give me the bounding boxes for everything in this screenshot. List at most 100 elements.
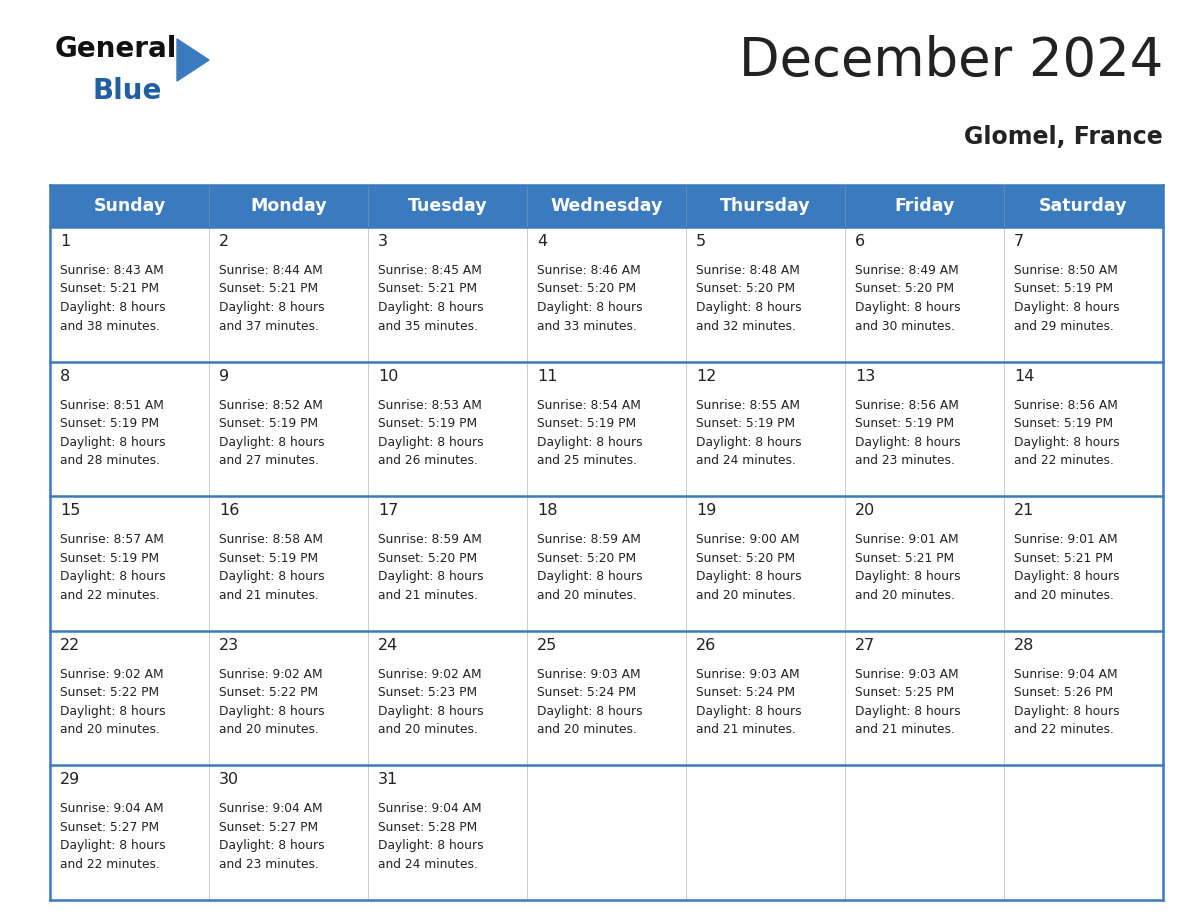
Text: Sunrise: 9:04 AM: Sunrise: 9:04 AM (61, 802, 164, 815)
Text: Daylight: 8 hours: Daylight: 8 hours (378, 705, 484, 718)
Text: and 23 minutes.: and 23 minutes. (855, 454, 955, 467)
Text: Sunset: 5:21 PM: Sunset: 5:21 PM (61, 283, 159, 296)
Text: and 32 minutes.: and 32 minutes. (696, 319, 796, 332)
Text: Sunset: 5:21 PM: Sunset: 5:21 PM (219, 283, 318, 296)
Text: 19: 19 (696, 503, 716, 518)
Bar (50, 185, 1163, 227)
Text: Sunset: 5:28 PM: Sunset: 5:28 PM (378, 821, 478, 834)
Text: 20: 20 (855, 503, 876, 518)
Text: and 22 minutes.: and 22 minutes. (61, 588, 160, 601)
Text: and 28 minutes.: and 28 minutes. (61, 454, 160, 467)
Text: Sunrise: 8:46 AM: Sunrise: 8:46 AM (537, 264, 640, 277)
Text: Sunrise: 8:55 AM: Sunrise: 8:55 AM (696, 398, 800, 411)
Text: Sunset: 5:22 PM: Sunset: 5:22 PM (61, 687, 159, 700)
Text: Sunset: 5:23 PM: Sunset: 5:23 PM (378, 687, 478, 700)
Text: 7: 7 (1015, 234, 1024, 249)
Text: Sunset: 5:20 PM: Sunset: 5:20 PM (696, 283, 795, 296)
Text: Daylight: 8 hours: Daylight: 8 hours (1015, 705, 1119, 718)
Text: 2: 2 (219, 234, 229, 249)
Text: Sunset: 5:19 PM: Sunset: 5:19 PM (219, 552, 318, 565)
Text: Sunset: 5:20 PM: Sunset: 5:20 PM (537, 283, 636, 296)
Text: 24: 24 (378, 638, 398, 653)
Text: Daylight: 8 hours: Daylight: 8 hours (855, 436, 961, 449)
Text: Daylight: 8 hours: Daylight: 8 hours (537, 301, 643, 314)
Text: Sunrise: 9:04 AM: Sunrise: 9:04 AM (1015, 667, 1118, 681)
Text: Sunset: 5:24 PM: Sunset: 5:24 PM (696, 687, 795, 700)
Text: Sunset: 5:22 PM: Sunset: 5:22 PM (219, 687, 318, 700)
Text: and 20 minutes.: and 20 minutes. (855, 588, 955, 601)
Text: Sunrise: 9:03 AM: Sunrise: 9:03 AM (855, 667, 959, 681)
Text: Daylight: 8 hours: Daylight: 8 hours (696, 301, 802, 314)
Text: Daylight: 8 hours: Daylight: 8 hours (219, 301, 324, 314)
Bar (50, 766, 1163, 900)
Text: Sunrise: 8:53 AM: Sunrise: 8:53 AM (378, 398, 482, 411)
Text: Thursday: Thursday (720, 197, 811, 215)
Text: Daylight: 8 hours: Daylight: 8 hours (61, 436, 165, 449)
Text: Daylight: 8 hours: Daylight: 8 hours (219, 839, 324, 853)
Text: and 20 minutes.: and 20 minutes. (537, 723, 637, 736)
Text: 11: 11 (537, 369, 557, 384)
Text: and 22 minutes.: and 22 minutes. (61, 858, 160, 871)
Text: Daylight: 8 hours: Daylight: 8 hours (61, 301, 165, 314)
Text: and 20 minutes.: and 20 minutes. (219, 723, 318, 736)
Text: and 20 minutes.: and 20 minutes. (378, 723, 478, 736)
Text: 1: 1 (61, 234, 70, 249)
Text: 30: 30 (219, 772, 239, 788)
Text: Sunrise: 8:48 AM: Sunrise: 8:48 AM (696, 264, 800, 277)
Text: 22: 22 (61, 638, 81, 653)
Text: Daylight: 8 hours: Daylight: 8 hours (696, 436, 802, 449)
Text: and 25 minutes.: and 25 minutes. (537, 454, 637, 467)
Text: and 21 minutes.: and 21 minutes. (378, 588, 478, 601)
Text: 12: 12 (696, 369, 716, 384)
Text: 13: 13 (855, 369, 876, 384)
Text: Tuesday: Tuesday (407, 197, 487, 215)
Text: Daylight: 8 hours: Daylight: 8 hours (537, 436, 643, 449)
Text: 10: 10 (378, 369, 398, 384)
Text: December 2024: December 2024 (739, 35, 1163, 87)
Text: Sunrise: 9:00 AM: Sunrise: 9:00 AM (696, 533, 800, 546)
Text: Daylight: 8 hours: Daylight: 8 hours (378, 570, 484, 583)
Text: Sunset: 5:19 PM: Sunset: 5:19 PM (537, 417, 636, 431)
Text: 14: 14 (1015, 369, 1035, 384)
Text: and 20 minutes.: and 20 minutes. (1015, 588, 1114, 601)
Text: Sunset: 5:19 PM: Sunset: 5:19 PM (1015, 417, 1113, 431)
Text: and 35 minutes.: and 35 minutes. (378, 319, 478, 332)
Text: Sunrise: 8:59 AM: Sunrise: 8:59 AM (378, 533, 482, 546)
Text: 21: 21 (1015, 503, 1035, 518)
Text: Sunset: 5:24 PM: Sunset: 5:24 PM (537, 687, 636, 700)
Text: Sunrise: 8:51 AM: Sunrise: 8:51 AM (61, 398, 164, 411)
Text: Sunset: 5:19 PM: Sunset: 5:19 PM (61, 417, 159, 431)
Text: Daylight: 8 hours: Daylight: 8 hours (378, 301, 484, 314)
Text: Daylight: 8 hours: Daylight: 8 hours (219, 570, 324, 583)
Text: Daylight: 8 hours: Daylight: 8 hours (855, 705, 961, 718)
Text: and 24 minutes.: and 24 minutes. (378, 858, 478, 871)
Text: Sunrise: 8:57 AM: Sunrise: 8:57 AM (61, 533, 164, 546)
Text: Sunrise: 8:56 AM: Sunrise: 8:56 AM (1015, 398, 1118, 411)
Text: Daylight: 8 hours: Daylight: 8 hours (855, 570, 961, 583)
Text: and 38 minutes.: and 38 minutes. (61, 319, 160, 332)
Text: Sunrise: 9:03 AM: Sunrise: 9:03 AM (696, 667, 800, 681)
Text: Sunrise: 8:43 AM: Sunrise: 8:43 AM (61, 264, 164, 277)
Text: Sunset: 5:27 PM: Sunset: 5:27 PM (219, 821, 318, 834)
Text: Daylight: 8 hours: Daylight: 8 hours (378, 436, 484, 449)
Text: Daylight: 8 hours: Daylight: 8 hours (1015, 436, 1119, 449)
Text: and 33 minutes.: and 33 minutes. (537, 319, 637, 332)
Text: Sunset: 5:19 PM: Sunset: 5:19 PM (219, 417, 318, 431)
Text: Daylight: 8 hours: Daylight: 8 hours (537, 570, 643, 583)
Text: Sunset: 5:21 PM: Sunset: 5:21 PM (378, 283, 478, 296)
Text: and 20 minutes.: and 20 minutes. (696, 588, 796, 601)
Text: Sunrise: 9:04 AM: Sunrise: 9:04 AM (219, 802, 323, 815)
Text: Sunrise: 9:02 AM: Sunrise: 9:02 AM (378, 667, 481, 681)
Text: and 23 minutes.: and 23 minutes. (219, 858, 318, 871)
Text: Sunrise: 9:01 AM: Sunrise: 9:01 AM (855, 533, 959, 546)
Text: Sunset: 5:25 PM: Sunset: 5:25 PM (855, 687, 954, 700)
Text: Daylight: 8 hours: Daylight: 8 hours (378, 839, 484, 853)
Text: Daylight: 8 hours: Daylight: 8 hours (219, 705, 324, 718)
Text: 16: 16 (219, 503, 239, 518)
Text: Sunset: 5:20 PM: Sunset: 5:20 PM (378, 552, 478, 565)
Text: Sunrise: 8:44 AM: Sunrise: 8:44 AM (219, 264, 323, 277)
Text: 31: 31 (378, 772, 398, 788)
Text: Sunset: 5:21 PM: Sunset: 5:21 PM (855, 552, 954, 565)
Text: Sunset: 5:19 PM: Sunset: 5:19 PM (378, 417, 478, 431)
Bar (50, 631, 1163, 766)
